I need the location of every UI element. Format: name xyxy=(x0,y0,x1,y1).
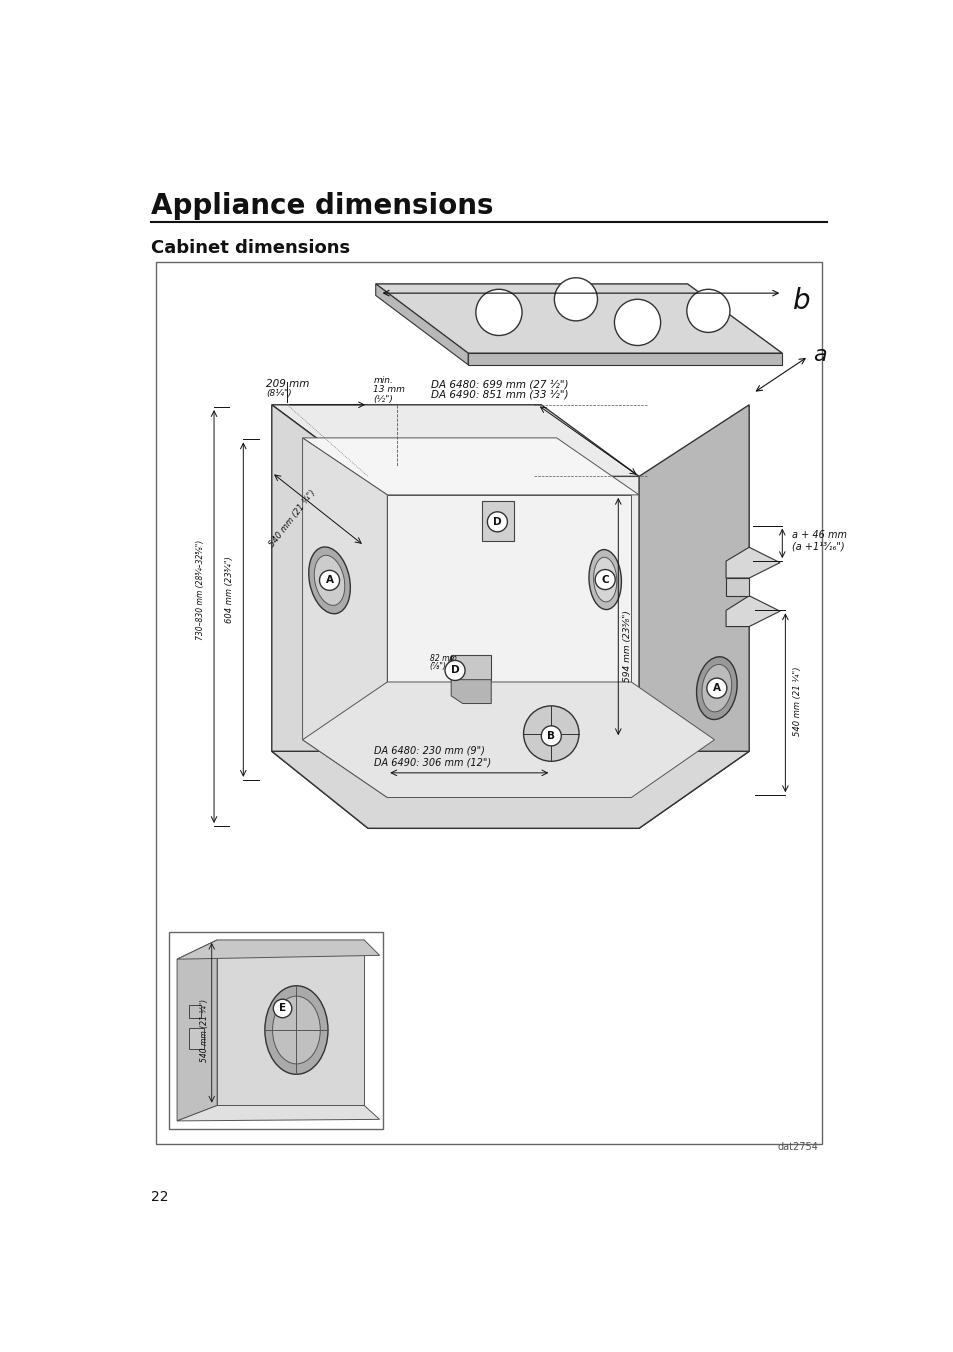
Ellipse shape xyxy=(588,549,620,610)
Circle shape xyxy=(686,289,729,333)
Polygon shape xyxy=(725,596,780,626)
Text: 13 mm: 13 mm xyxy=(373,385,405,395)
Circle shape xyxy=(554,277,597,320)
Text: DA 6490: 306 mm (12"): DA 6490: 306 mm (12") xyxy=(374,757,491,767)
Text: DA 6480: 230 mm (9"): DA 6480: 230 mm (9") xyxy=(374,745,484,756)
Text: D: D xyxy=(493,516,501,527)
Text: 540 mm (21 ¼"): 540 mm (21 ¼") xyxy=(792,667,801,735)
Text: 604 mm (23¾"): 604 mm (23¾") xyxy=(225,556,233,623)
Polygon shape xyxy=(177,940,217,1121)
Ellipse shape xyxy=(593,557,617,602)
Polygon shape xyxy=(375,284,468,365)
Polygon shape xyxy=(302,438,387,798)
Circle shape xyxy=(706,679,726,698)
Text: C: C xyxy=(600,575,608,584)
FancyBboxPatch shape xyxy=(170,933,383,1129)
Circle shape xyxy=(595,569,615,589)
Text: DA 6490: 851 mm (33 ½"): DA 6490: 851 mm (33 ½") xyxy=(431,389,568,400)
Text: A: A xyxy=(325,576,334,585)
Polygon shape xyxy=(217,940,364,1106)
Polygon shape xyxy=(725,548,780,579)
FancyBboxPatch shape xyxy=(481,502,514,541)
Ellipse shape xyxy=(314,556,344,606)
Ellipse shape xyxy=(701,664,731,713)
Ellipse shape xyxy=(309,548,350,614)
FancyBboxPatch shape xyxy=(451,654,491,680)
Text: 730–830 mm (28¾–32⅝"): 730–830 mm (28¾–32⅝") xyxy=(196,539,205,639)
Text: A: A xyxy=(712,683,720,694)
Polygon shape xyxy=(177,940,379,959)
Circle shape xyxy=(274,999,292,1018)
Polygon shape xyxy=(302,681,714,798)
Text: Appliance dimensions: Appliance dimensions xyxy=(151,192,493,219)
Text: 540 mm (21 ¼"): 540 mm (21 ¼") xyxy=(199,999,209,1061)
Ellipse shape xyxy=(273,996,320,1064)
Polygon shape xyxy=(387,495,631,798)
Circle shape xyxy=(523,706,578,761)
FancyBboxPatch shape xyxy=(189,1005,201,1018)
Polygon shape xyxy=(302,438,639,495)
Text: 82 mm: 82 mm xyxy=(429,654,456,664)
Text: min.: min. xyxy=(373,376,393,385)
Text: 22: 22 xyxy=(151,1190,169,1205)
FancyBboxPatch shape xyxy=(189,1028,204,1049)
Text: 209 mm: 209 mm xyxy=(266,379,310,389)
Polygon shape xyxy=(725,579,748,596)
Ellipse shape xyxy=(265,986,328,1075)
Polygon shape xyxy=(639,404,748,829)
Text: dat2754: dat2754 xyxy=(777,1141,818,1152)
Polygon shape xyxy=(368,476,639,829)
Text: D: D xyxy=(450,665,459,676)
Circle shape xyxy=(540,726,560,746)
Polygon shape xyxy=(451,680,491,703)
Text: (a +1¹³⁄₁₆"): (a +1¹³⁄₁₆") xyxy=(791,542,843,552)
Text: 594 mm (23³⁄₈"): 594 mm (23³⁄₈") xyxy=(622,610,631,681)
Circle shape xyxy=(319,571,339,591)
Text: b: b xyxy=(792,287,810,315)
Polygon shape xyxy=(375,284,781,353)
Text: DA 6480: 699 mm (27 ½"): DA 6480: 699 mm (27 ½") xyxy=(431,379,568,389)
Text: 540 mm (21 ¼"): 540 mm (21 ¼") xyxy=(268,488,317,548)
Text: (8¹⁄₄"): (8¹⁄₄") xyxy=(266,389,292,399)
Circle shape xyxy=(444,660,464,680)
Polygon shape xyxy=(272,404,368,829)
FancyBboxPatch shape xyxy=(156,262,821,1144)
Text: (½"): (½") xyxy=(373,395,393,404)
Text: Cabinet dimensions: Cabinet dimensions xyxy=(151,239,350,257)
Ellipse shape xyxy=(696,657,737,719)
Polygon shape xyxy=(272,752,748,829)
Circle shape xyxy=(614,299,659,346)
Polygon shape xyxy=(272,404,639,476)
Polygon shape xyxy=(177,1106,379,1121)
Text: B: B xyxy=(547,731,555,741)
Polygon shape xyxy=(468,353,781,365)
Circle shape xyxy=(487,512,507,531)
Text: a + 46 mm: a + 46 mm xyxy=(791,530,845,539)
Text: a: a xyxy=(812,345,826,365)
Text: E: E xyxy=(278,1003,286,1014)
Text: (⅞"): (⅞") xyxy=(429,662,446,671)
Circle shape xyxy=(476,289,521,335)
